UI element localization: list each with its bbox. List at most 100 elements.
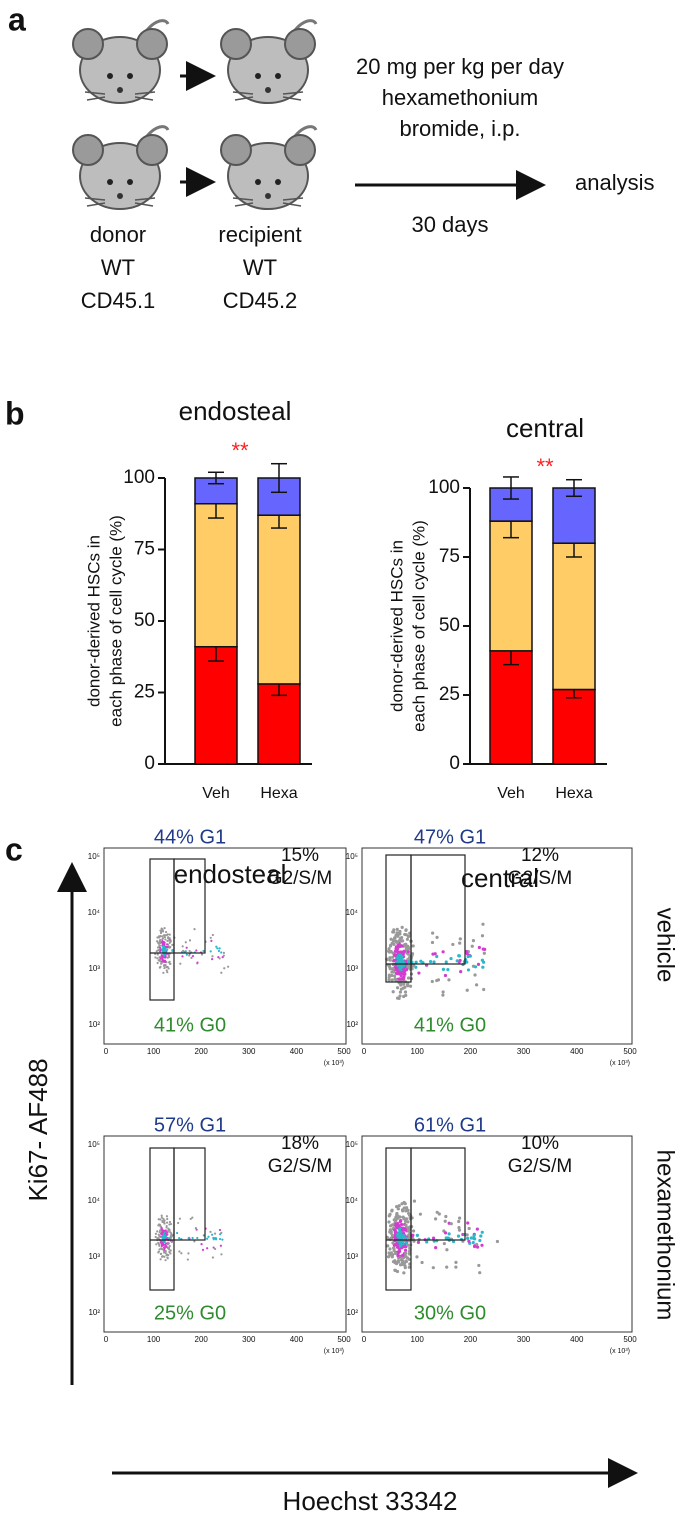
event-dot [458,941,462,945]
y-tick-label: 10² [88,1020,100,1029]
event-dot [220,1231,223,1235]
event-dot [154,1235,157,1239]
event-dot [465,988,469,992]
gate [173,1147,206,1241]
event-dot [181,955,184,958]
event-dot [443,1231,448,1235]
event-dot [446,968,450,972]
event-dot [169,1231,172,1234]
event-dot [169,962,172,966]
x-tick-label: 500 [623,1335,637,1344]
event-dot [196,961,199,964]
y-axis-label: Ki67- AF488 [23,1058,53,1201]
event-dot [398,929,402,934]
event-dot [188,939,192,942]
event-dot [159,957,162,960]
event-dot [416,1240,421,1244]
event-dot [157,935,161,938]
event-dot [157,1218,160,1221]
gate [149,1147,175,1291]
event-dot [156,1230,159,1233]
event-dot [472,1234,476,1238]
x-tick-label: 0 [104,1335,109,1344]
event-dot [202,949,205,953]
event-dot [402,1200,406,1205]
event-dot [167,1237,170,1240]
event-dot [163,1255,166,1258]
event-dot [210,939,213,942]
y-axis-label: donor-derived HSCs in [387,540,406,712]
event-dot [392,1218,396,1222]
event-dot [154,1232,158,1235]
event-dot [160,961,163,964]
event-dot [449,1222,453,1226]
event-dot [180,1252,183,1255]
x-tick-label: Hexa [260,785,297,802]
x-tick-label: 0 [362,1047,367,1056]
event-dot [397,972,401,976]
event-dot [157,1223,161,1227]
event-dot [478,1271,482,1275]
event-dot [161,945,164,948]
plot-frame [361,1135,633,1333]
plot-frame [103,1135,347,1333]
event-dot [167,1227,170,1230]
treatment-text: bromide, i.p. [399,116,520,141]
event-dot [390,1208,394,1212]
event-dot [164,1230,167,1233]
event-dot [163,927,166,930]
event-dot [163,1236,166,1239]
event-dot [164,1259,167,1262]
event-dot [417,971,421,975]
x-tick-label: 100 [147,1047,161,1056]
event-dot [179,962,182,965]
event-dot [435,954,439,959]
y-tick-label: 0 [449,753,460,774]
event-dot [444,1214,448,1219]
event-dot [457,1226,461,1230]
event-dot [430,940,435,945]
event-dot [393,1228,397,1232]
event-dot [458,937,462,941]
event-dot [191,954,195,958]
event-dot [495,1239,500,1244]
event-dot [400,971,404,975]
event-dot [200,953,204,956]
error-bar [271,462,287,494]
event-dot [431,1266,435,1270]
y-axis-label: each phase of cell cycle (%) [409,520,428,732]
g1-label: 61% G1 [414,1114,486,1136]
event-dot [425,1240,429,1244]
event-dot [395,1204,399,1209]
recipient-text: recipient [218,222,301,247]
event-dot [403,1266,407,1270]
event-dot [391,990,395,994]
g1-label: 44% G1 [154,826,226,848]
x-tick-label: 500 [623,1047,637,1056]
event-dot [395,986,400,990]
event-dot [407,1257,411,1261]
event-dot [160,1255,164,1258]
significance: ** [536,454,554,479]
gsm-label: G2/S/M [508,868,572,889]
row-label: hexamethonium [652,1150,679,1321]
error-bar [208,471,224,485]
event-dot [163,935,167,939]
event-dot [398,958,403,962]
event-dot [447,1232,451,1236]
bar-segment [552,487,596,544]
g0-label: 30% G0 [414,1302,486,1324]
event-dot [449,956,453,961]
event-dot [169,1237,172,1240]
event-dot [160,954,163,957]
event-dot [442,1241,446,1246]
event-dot [159,1252,163,1255]
event-dot [465,1233,469,1237]
event-dot [193,928,196,931]
event-dot [156,953,159,956]
event-dot [188,1236,191,1239]
event-dot [163,1219,166,1222]
event-dot [165,1221,169,1224]
event-dot [470,944,474,948]
y-tick-label: 75 [134,539,155,560]
